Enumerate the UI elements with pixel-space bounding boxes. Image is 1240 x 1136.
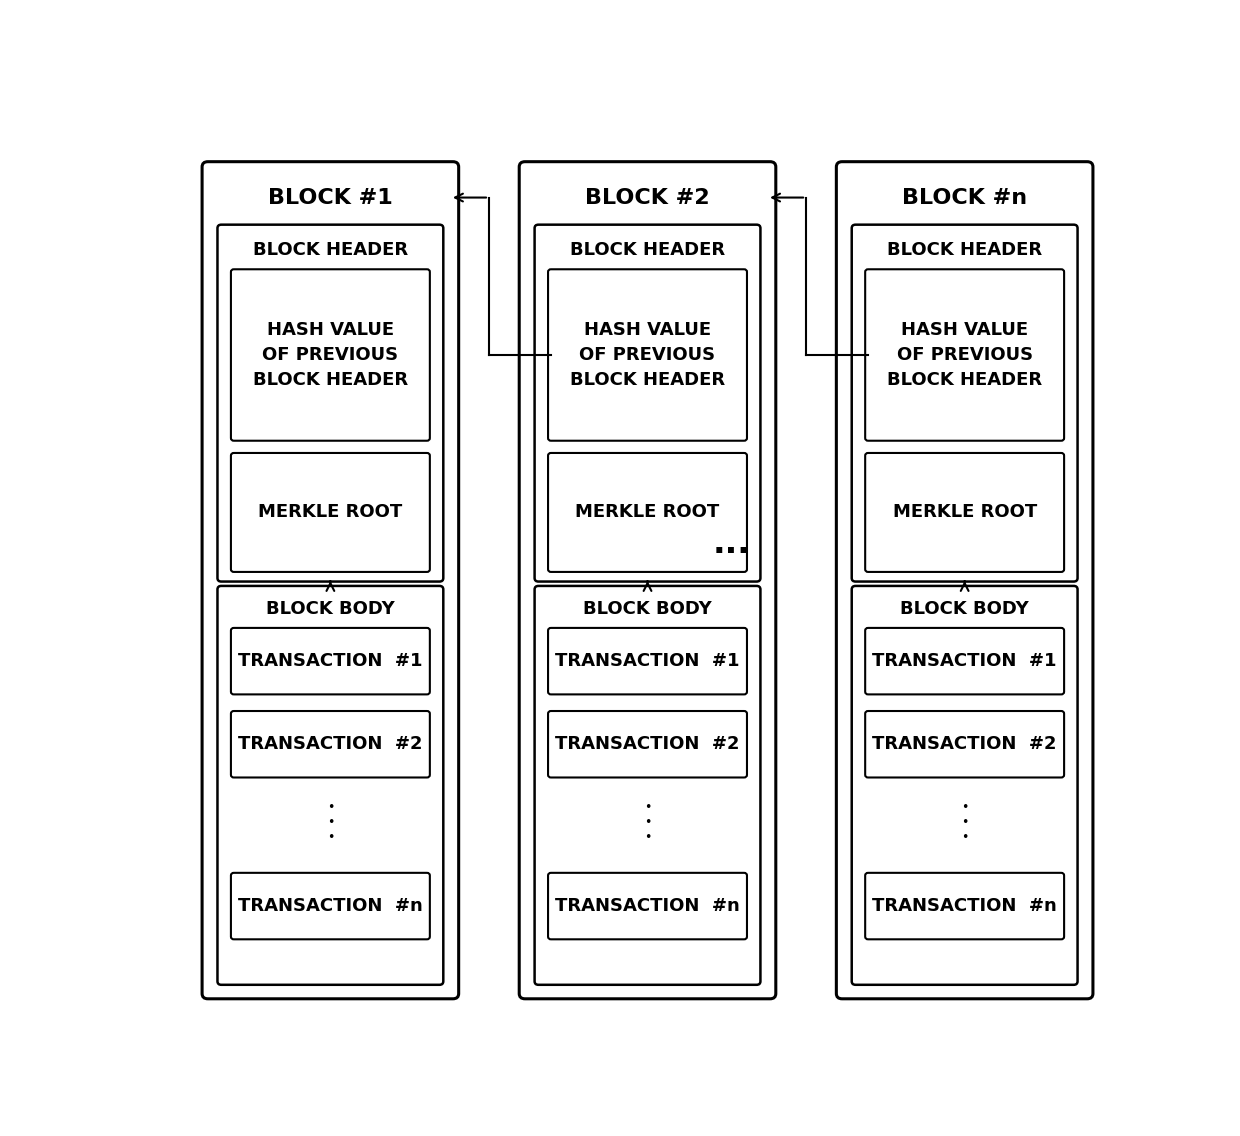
Text: •
•
•: • • •: [644, 802, 651, 844]
Text: MERKLE ROOT: MERKLE ROOT: [575, 503, 719, 521]
Text: •
•
•: • • •: [326, 802, 334, 844]
Text: BLOCK BODY: BLOCK BODY: [583, 600, 712, 618]
Text: TRANSACTION  #1: TRANSACTION #1: [873, 652, 1056, 670]
Text: MERKLE ROOT: MERKLE ROOT: [258, 503, 403, 521]
FancyBboxPatch shape: [231, 628, 430, 694]
Text: TRANSACTION  #2: TRANSACTION #2: [873, 735, 1056, 753]
FancyBboxPatch shape: [217, 586, 444, 985]
Text: BLOCK HEADER: BLOCK HEADER: [570, 241, 725, 259]
Text: BLOCK HEADER: BLOCK HEADER: [887, 241, 1042, 259]
Text: TRANSACTION  #n: TRANSACTION #n: [238, 897, 423, 916]
FancyBboxPatch shape: [548, 269, 746, 441]
FancyBboxPatch shape: [866, 453, 1064, 571]
Text: •
•
•: • • •: [961, 802, 968, 844]
FancyBboxPatch shape: [231, 872, 430, 939]
FancyBboxPatch shape: [548, 453, 746, 571]
FancyBboxPatch shape: [836, 161, 1092, 999]
FancyBboxPatch shape: [231, 453, 430, 571]
FancyBboxPatch shape: [548, 628, 746, 694]
Text: TRANSACTION  #n: TRANSACTION #n: [556, 897, 740, 916]
Text: HASH VALUE
OF PREVIOUS
BLOCK HEADER: HASH VALUE OF PREVIOUS BLOCK HEADER: [570, 321, 725, 389]
FancyBboxPatch shape: [534, 586, 760, 985]
FancyBboxPatch shape: [866, 269, 1064, 441]
Text: TRANSACTION  #2: TRANSACTION #2: [556, 735, 740, 753]
FancyBboxPatch shape: [548, 872, 746, 939]
FancyBboxPatch shape: [534, 225, 760, 582]
Text: ...: ...: [713, 527, 750, 560]
FancyBboxPatch shape: [852, 586, 1078, 985]
FancyBboxPatch shape: [866, 628, 1064, 694]
FancyBboxPatch shape: [217, 225, 444, 582]
Text: BLOCK #2: BLOCK #2: [585, 187, 709, 208]
Text: MERKLE ROOT: MERKLE ROOT: [893, 503, 1037, 521]
FancyBboxPatch shape: [202, 161, 459, 999]
Text: TRANSACTION  #1: TRANSACTION #1: [238, 652, 423, 670]
FancyBboxPatch shape: [866, 872, 1064, 939]
Text: BLOCK BODY: BLOCK BODY: [267, 600, 394, 618]
Text: HASH VALUE
OF PREVIOUS
BLOCK HEADER: HASH VALUE OF PREVIOUS BLOCK HEADER: [253, 321, 408, 389]
FancyBboxPatch shape: [231, 711, 430, 777]
Text: TRANSACTION  #n: TRANSACTION #n: [872, 897, 1056, 916]
Text: TRANSACTION  #1: TRANSACTION #1: [556, 652, 740, 670]
FancyBboxPatch shape: [866, 711, 1064, 777]
Text: TRANSACTION  #2: TRANSACTION #2: [238, 735, 423, 753]
Text: BLOCK #n: BLOCK #n: [901, 187, 1027, 208]
Text: BLOCK BODY: BLOCK BODY: [900, 600, 1029, 618]
Text: BLOCK #1: BLOCK #1: [268, 187, 393, 208]
Text: HASH VALUE
OF PREVIOUS
BLOCK HEADER: HASH VALUE OF PREVIOUS BLOCK HEADER: [887, 321, 1042, 389]
FancyBboxPatch shape: [548, 711, 746, 777]
Text: BLOCK HEADER: BLOCK HEADER: [253, 241, 408, 259]
FancyBboxPatch shape: [852, 225, 1078, 582]
FancyBboxPatch shape: [520, 161, 776, 999]
FancyBboxPatch shape: [231, 269, 430, 441]
